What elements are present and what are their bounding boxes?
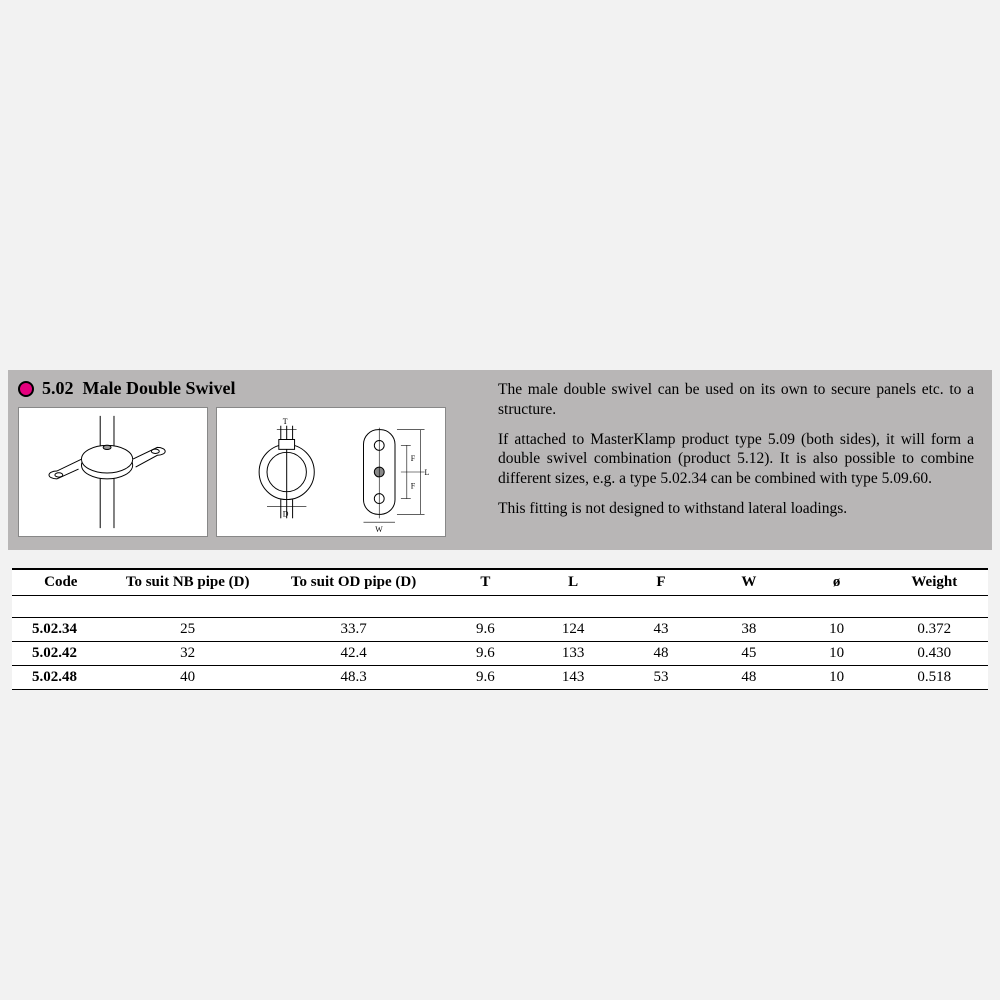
bullet-icon [18,381,34,397]
cell-nb: 25 [110,618,266,642]
cell-dia: 10 [793,666,881,690]
orthographic-drawing-icon: D T [217,408,445,536]
th-od: To suit OD pipe (D) [266,569,442,596]
dim-l-label: L [425,468,430,477]
cell-weight: 0.518 [881,666,988,690]
product-name: Male Double Swivel [83,378,236,398]
title-row: 5.02 Male Double Swivel [18,378,478,399]
description-p1: The male double swivel can be used on it… [498,380,974,420]
th-w: W [705,569,793,596]
cell-od: 42.4 [266,642,442,666]
th-weight: Weight [881,569,988,596]
diagram-row: D T [18,407,478,537]
th-nb: To suit NB pipe (D) [110,569,266,596]
cell-w: 45 [705,642,793,666]
cell-weight: 0.372 [881,618,988,642]
diagram-isometric [18,407,208,537]
cell-code: 5.02.42 [12,642,110,666]
th-t: T [441,569,529,596]
description-p2: If attached to MasterKlamp product type … [498,430,974,489]
cell-dia: 10 [793,618,881,642]
dim-w-label: W [375,525,383,534]
th-f: F [617,569,705,596]
cell-l: 124 [529,618,617,642]
spec-table: Code To suit NB pipe (D) To suit OD pipe… [12,568,988,690]
catalog-page: 5.02 Male Double Swivel [0,0,1000,1000]
product-title: 5.02 Male Double Swivel [42,378,236,399]
isometric-drawing-icon [19,408,207,536]
cell-od: 48.3 [266,666,442,690]
diagram-orthographic: D T [216,407,446,537]
table-row: 5.02.42 32 42.4 9.6 133 48 45 10 0.430 [12,642,988,666]
cell-weight: 0.430 [881,642,988,666]
cell-f: 43 [617,618,705,642]
cell-nb: 32 [110,642,266,666]
cell-code: 5.02.34 [12,618,110,642]
cell-f: 53 [617,666,705,690]
cell-code: 5.02.48 [12,666,110,690]
dim-f2-label: F [411,482,416,491]
spec-table-wrap: Code To suit NB pipe (D) To suit OD pipe… [12,568,988,690]
table-body: 5.02.34 25 33.7 9.6 124 43 38 10 0.372 5… [12,596,988,690]
cell-w: 38 [705,618,793,642]
dim-f1-label: F [411,454,416,463]
header-left: 5.02 Male Double Swivel [8,370,488,550]
cell-t: 9.6 [441,642,529,666]
table-head: Code To suit NB pipe (D) To suit OD pipe… [12,569,988,596]
product-description: The male double swivel can be used on it… [488,370,992,550]
th-dia: ø [793,569,881,596]
cell-dia: 10 [793,642,881,666]
cell-nb: 40 [110,666,266,690]
cell-od: 33.7 [266,618,442,642]
cell-t: 9.6 [441,618,529,642]
dim-t-label: T [283,417,288,426]
product-header-band: 5.02 Male Double Swivel [8,370,992,550]
cell-l: 143 [529,666,617,690]
table-row: 5.02.48 40 48.3 9.6 143 53 48 10 0.518 [12,666,988,690]
table-row: 5.02.34 25 33.7 9.6 124 43 38 10 0.372 [12,618,988,642]
table-spacer-row [12,596,988,618]
cell-w: 48 [705,666,793,690]
product-code: 5.02 [42,378,74,398]
description-p3: This fitting is not designed to withstan… [498,499,974,519]
cell-l: 133 [529,642,617,666]
dim-d-label: D [283,509,289,518]
th-l: L [529,569,617,596]
th-code: Code [12,569,110,596]
cell-f: 48 [617,642,705,666]
cell-t: 9.6 [441,666,529,690]
